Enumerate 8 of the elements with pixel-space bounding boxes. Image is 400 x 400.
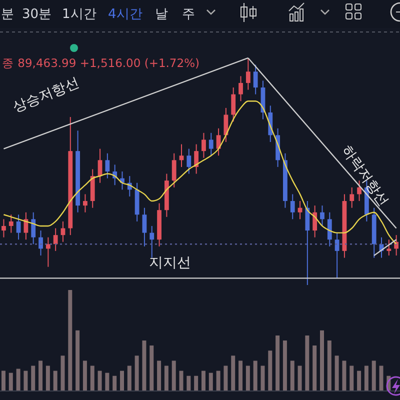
ref-line-label: 지지선 (149, 255, 191, 272)
text: 30분 (22, 6, 52, 23)
text: 1시간 (62, 6, 96, 23)
text: 4시간 (108, 6, 142, 23)
text: 분 (1, 6, 14, 23)
chart-subtitle: 종 89,463.99 +1,516.00 (+1.72%) (2, 56, 200, 71)
text: 날 (155, 6, 168, 23)
text: 주 (182, 6, 195, 23)
